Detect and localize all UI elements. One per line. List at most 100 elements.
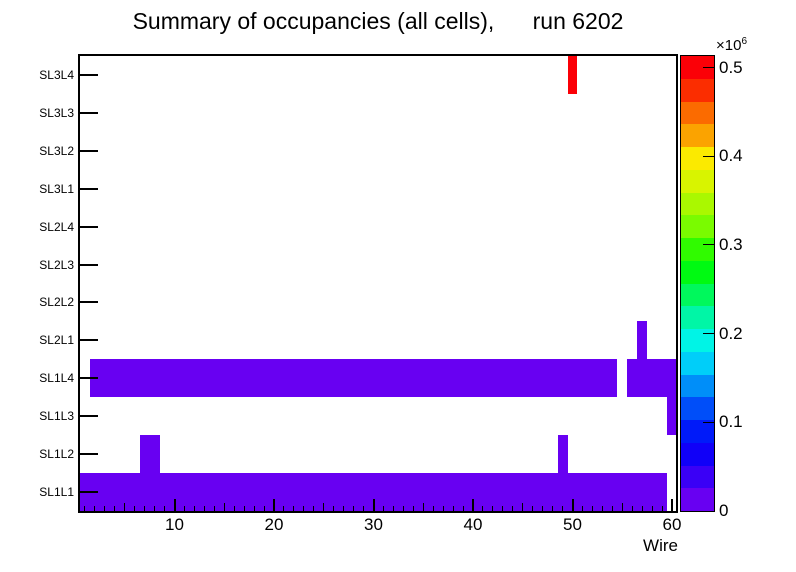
y-axis-tick — [80, 111, 98, 114]
x-axis-tick — [363, 506, 365, 511]
palette-band — [681, 123, 714, 147]
x-axis-tick — [263, 506, 265, 511]
x-axis-tick — [581, 506, 583, 511]
y-axis-tick — [80, 491, 98, 494]
x-axis-tick — [532, 506, 534, 511]
heatmap-cell — [139, 435, 160, 474]
x-axis-tick — [502, 506, 504, 511]
x-axis-tick — [114, 506, 116, 511]
palette-tick-label: 0.2 — [719, 323, 743, 343]
x-axis-tick — [233, 506, 235, 511]
x-axis-tick — [293, 506, 295, 511]
palette-band — [681, 260, 714, 284]
y-axis-bin-label: SL1L2 — [39, 447, 74, 462]
y-axis-bin-label: SL2L1 — [39, 333, 74, 348]
x-axis-tick — [84, 506, 86, 511]
x-axis-tick — [542, 506, 544, 511]
x-axis-tick — [94, 506, 96, 511]
x-axis-tick — [492, 506, 494, 511]
x-axis-tick — [512, 506, 514, 511]
x-axis-tick — [392, 506, 394, 511]
y-axis-bin-label: SL3L1 — [39, 181, 74, 196]
x-axis-tick — [442, 506, 444, 511]
x-axis-tick — [402, 506, 404, 511]
palette-band — [681, 169, 714, 193]
x-axis-tick — [641, 506, 643, 511]
x-axis-tick — [203, 506, 205, 511]
palette-band — [681, 237, 714, 261]
palette-band — [681, 465, 714, 489]
heatmap-cell — [637, 321, 648, 360]
x-axis-tick — [144, 506, 146, 511]
x-axis-tick — [462, 506, 464, 511]
y-axis-tick — [80, 415, 98, 418]
y-axis-tick — [80, 301, 98, 304]
palette-tick — [703, 67, 714, 69]
x-axis-tick — [452, 506, 454, 511]
x-axis-tick — [223, 503, 225, 511]
x-axis-tick — [621, 503, 623, 511]
x-axis-tick — [591, 506, 593, 511]
x-axis-tick-label: 20 — [264, 515, 284, 534]
y-axis-bin-label: SL1L3 — [39, 409, 74, 424]
x-axis-tick-label: 60 — [662, 515, 682, 534]
x-axis-tick — [651, 506, 653, 511]
y-axis-bin-label: SL2L4 — [39, 219, 74, 234]
y-axis-tick — [80, 149, 98, 152]
x-axis-tick — [661, 506, 663, 511]
x-axis-tick — [333, 506, 335, 511]
palette-tick — [703, 244, 714, 246]
x-axis-tick — [193, 506, 195, 511]
x-axis-title: Wire — [643, 536, 678, 555]
x-axis-tick-label: 30 — [364, 515, 383, 534]
y-axis-tick — [80, 187, 98, 190]
x-axis-tick — [382, 506, 384, 511]
y-axis-tick — [80, 377, 98, 380]
palette-tick-label: 0.1 — [719, 412, 743, 432]
x-axis-tick — [412, 506, 414, 511]
palette-band — [681, 351, 714, 375]
x-axis-tick — [432, 506, 434, 511]
x-axis-tick — [343, 506, 345, 511]
multiplier-exponent: 6 — [741, 36, 748, 47]
y-axis-bin-label: SL3L2 — [39, 143, 74, 158]
x-axis-tick — [562, 506, 564, 511]
heatmap-cell — [667, 397, 676, 436]
heatmap-cell — [89, 359, 618, 398]
heatmap-cell — [627, 359, 676, 398]
plot-frame — [78, 54, 678, 513]
x-axis-tick-label: 50 — [563, 515, 582, 534]
x-axis-tick-label: 40 — [463, 515, 483, 534]
x-axis-tick — [154, 506, 156, 511]
x-axis-tick — [552, 506, 554, 511]
x-axis-tick — [482, 506, 484, 511]
heatmap-cell — [557, 435, 568, 474]
x-axis-tick — [164, 506, 166, 511]
palette-band — [681, 55, 714, 79]
palette-tick — [703, 333, 714, 335]
palette-bar — [680, 55, 715, 512]
x-axis-tick — [124, 503, 126, 511]
x-axis-tick — [104, 506, 106, 511]
y-axis-bin-label: SL3L4 — [39, 67, 74, 82]
x-axis-tick-label: 10 — [165, 515, 184, 534]
x-axis-tick — [213, 506, 215, 511]
palette-band — [681, 101, 714, 125]
palette-tick-label: 0.3 — [719, 234, 743, 254]
chart-title: Summary of occupancies (all cells), run … — [132, 8, 624, 34]
heatmap-cell — [567, 56, 578, 94]
palette-band — [681, 146, 714, 170]
palette-multiplier-label: ×106 — [716, 36, 747, 54]
x-axis-tick — [134, 506, 136, 511]
palette-band — [681, 192, 714, 216]
palette-band — [681, 487, 714, 511]
palette-band — [681, 374, 714, 398]
x-axis-tick — [243, 506, 245, 511]
x-axis-tick — [283, 506, 285, 511]
x-axis-tick — [313, 506, 315, 511]
y-axis-tick — [80, 453, 98, 456]
x-axis-tick — [422, 503, 424, 511]
x-axis-tick — [571, 499, 574, 511]
palette-tick — [703, 510, 714, 512]
